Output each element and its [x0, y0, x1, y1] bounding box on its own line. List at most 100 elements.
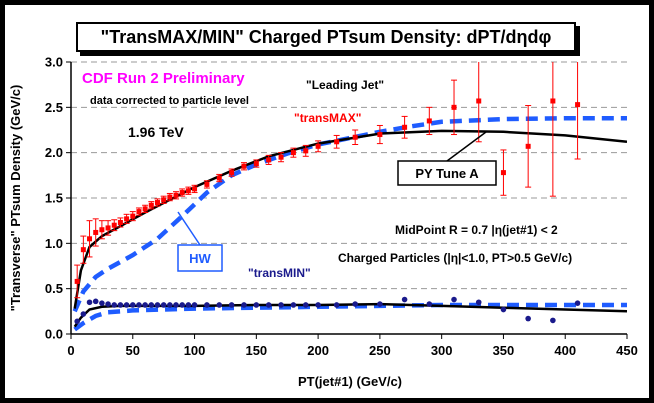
transmax-point-9 [130, 213, 136, 219]
transmax-point-5 [105, 225, 111, 231]
transmin-point-3 [92, 298, 99, 305]
transmin-point-15 [167, 302, 173, 308]
transmax-point-34 [426, 118, 432, 124]
x-axis-label: PT(jet#1) (GeV/c) [298, 374, 402, 389]
transmin-point-30 [333, 302, 340, 308]
transmin-point-39 [550, 317, 556, 324]
charged-label: Charged Particles (|η|<1.0, PT>0.5 GeV/c… [338, 251, 572, 265]
transmin-point-11 [142, 302, 148, 308]
transmin-point-6 [111, 302, 118, 308]
transmax-point-20 [204, 181, 210, 187]
transmin-point-27 [290, 302, 297, 308]
transmin-point-18 [185, 302, 192, 308]
transmax-point-14 [161, 197, 167, 203]
transmax-point-0 [74, 278, 80, 284]
transmax-point-12 [148, 202, 154, 208]
transmax-label: "transMAX" [294, 111, 361, 125]
hw-label: HW [189, 251, 211, 266]
transmin-point-12 [148, 302, 155, 308]
transmin-point-14 [160, 302, 167, 308]
x-tick-label-2: 100 [184, 343, 206, 358]
transmax-point-21 [216, 175, 222, 181]
transmin-point-10 [136, 302, 142, 308]
transmax-point-25 [266, 157, 272, 163]
cdf-label: CDF Run 2 Preliminary [82, 70, 245, 87]
transmin-point-2 [86, 299, 93, 306]
transmax-point-36 [476, 98, 482, 104]
transmin-point-22 [228, 302, 235, 308]
transmin-point-38 [525, 315, 531, 322]
transmax-point-7 [117, 219, 123, 225]
x-tick-label-3: 150 [245, 343, 267, 358]
transmax-point-37 [500, 170, 506, 176]
transmax-point-2 [87, 236, 93, 242]
hw-box [177, 244, 223, 272]
transmax-point-1 [80, 247, 86, 253]
transmin-point-23 [241, 302, 247, 308]
transmax-point-29 [315, 143, 321, 149]
x-tick-label-6: 300 [431, 343, 453, 358]
transmin-point-20 [204, 302, 210, 308]
transmax-point-31 [352, 134, 358, 140]
transmin-point-28 [302, 302, 309, 308]
transmin-point-4 [99, 300, 105, 306]
corrected-label: data corrected to particle level [90, 95, 249, 107]
chart-frame [4, 4, 650, 399]
energy-label: 1.96 TeV [128, 124, 184, 140]
transmin-point-7 [117, 302, 124, 308]
transmax-point-33 [402, 124, 408, 130]
transmax-point-27 [290, 150, 296, 156]
x-tick-label-0: 0 [67, 343, 74, 358]
x-tick-label-5: 250 [369, 343, 391, 358]
transmin-point-34 [426, 301, 433, 307]
transmin-point-35 [451, 296, 457, 303]
transmin-point-31 [352, 301, 358, 307]
transmin-point-37 [500, 306, 507, 313]
transmax-point-24 [253, 161, 259, 167]
transmin-point-26 [278, 302, 284, 308]
transmin-point-19 [191, 302, 198, 308]
y-tick-label-2: 1.0 [45, 236, 63, 251]
transmin-point-8 [123, 302, 130, 308]
transmin-point-1 [80, 311, 87, 317]
transmax-point-8 [124, 216, 130, 222]
transmin-point-36 [475, 299, 482, 306]
x-tick-label-9: 450 [616, 343, 638, 358]
transmax-point-11 [142, 206, 148, 212]
hw-curve-transmin [73, 302, 627, 332]
transmin-point-17 [179, 302, 185, 308]
transmin-point-29 [315, 302, 321, 308]
transmin-point-40 [574, 300, 581, 306]
transmin-point-5 [105, 301, 111, 307]
y-tick-label-6: 3.0 [45, 55, 63, 70]
pytune-curve-transmin [73, 302, 627, 328]
transmax-point-35 [451, 104, 457, 110]
y-tick-label-5: 2.5 [45, 100, 63, 115]
x-tick-label-8: 400 [554, 343, 576, 358]
transmin-point-24 [253, 302, 260, 308]
transmax-point-17 [179, 190, 185, 196]
hw-curve-transmax [72, 115, 627, 313]
pytune-curve-transmax [73, 129, 627, 309]
transmax-point-23 [241, 163, 247, 169]
transmax-point-32 [377, 132, 383, 138]
midpoint-label: MidPoint R = 0.7 |η(jet#1) < 2 [395, 223, 558, 237]
transmax-point-38 [525, 143, 531, 149]
transmax-point-13 [154, 200, 160, 206]
transmax-point-4 [99, 227, 105, 233]
transmax-point-18 [185, 188, 191, 194]
transmax-point-19 [192, 186, 198, 192]
transmin-point-21 [216, 302, 223, 308]
chart-title: "TransMAX/MIN" Charged PTsum Density: dP… [76, 22, 576, 52]
y-tick-label-1: 0.5 [45, 281, 63, 296]
transmax-point-39 [550, 98, 556, 104]
transmin-point-33 [401, 296, 408, 303]
y-tick-label-3: 1.5 [45, 191, 63, 206]
transmin-point-9 [129, 302, 136, 308]
y-tick-label-0: 0.0 [45, 327, 63, 342]
x-tick-label-7: 350 [493, 343, 515, 358]
leading-jet-label: "Leading Jet" [306, 78, 384, 92]
pytune-pointer [446, 131, 487, 162]
transmax-point-26 [278, 154, 284, 160]
